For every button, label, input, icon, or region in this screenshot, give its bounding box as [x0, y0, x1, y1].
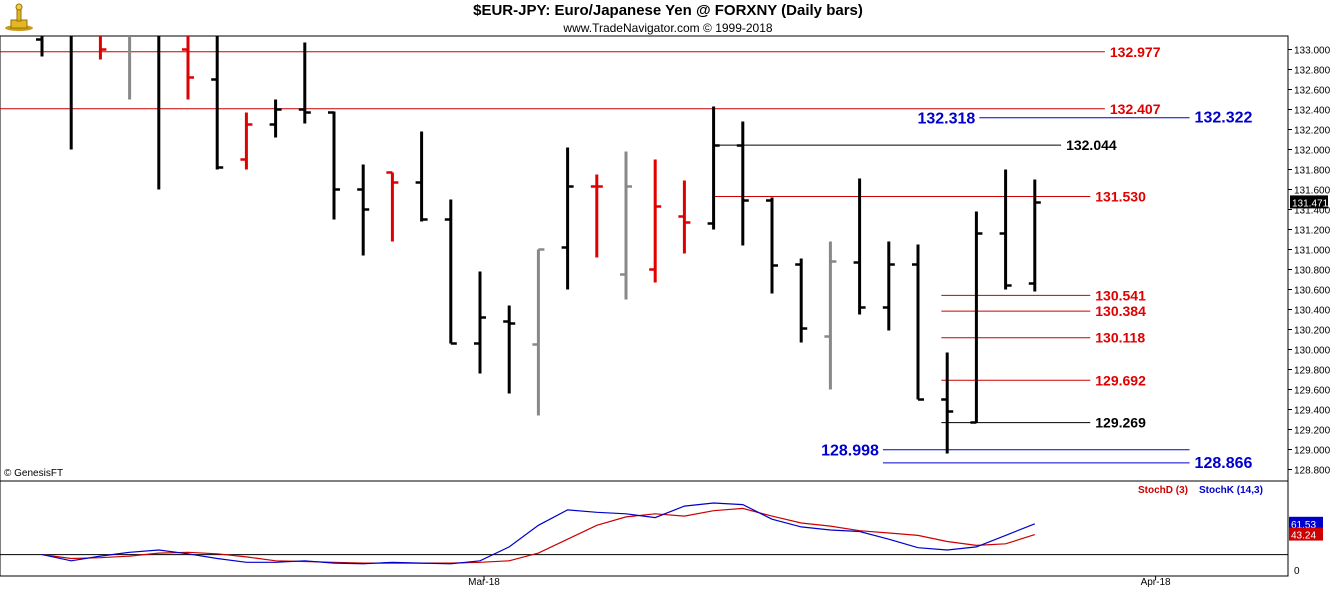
level-label: 132.318	[917, 111, 975, 128]
trade-navigator-logo-icon	[2, 2, 36, 32]
x-tick-label: Apr-18	[1141, 577, 1171, 588]
level-label: 129.269	[1095, 415, 1146, 431]
ohlc-bar	[649, 159, 662, 283]
ohlc-bar	[882, 241, 895, 331]
y-tick-label: 129.400	[1294, 406, 1331, 417]
y-tick-label: 128.800	[1294, 466, 1331, 477]
level-label: 132.044	[1066, 137, 1117, 153]
ohlc-bar	[532, 248, 545, 416]
y-tick-label: 131.000	[1294, 246, 1331, 257]
chart-title: $EUR-JPY: Euro/Japanese Yen @ FORXNY (Da…	[473, 2, 863, 19]
x-tick-label: Mar-18	[468, 577, 500, 588]
y-tick-label: 130.800	[1294, 266, 1331, 277]
last-price-label: 131.471	[1292, 198, 1329, 209]
y-tick-label: 132.400	[1294, 106, 1331, 117]
ohlc-bar	[386, 171, 399, 242]
stochd-value-box	[1289, 527, 1323, 541]
stochk-value-box	[1289, 516, 1323, 530]
legend-stochk: StochK (14,3)	[1199, 485, 1263, 496]
data-credit: © GenesisFT	[4, 468, 64, 479]
ohlc-bar	[561, 147, 574, 290]
ohlc-bar	[98, 36, 107, 60]
ohlc-bar	[941, 352, 954, 454]
y-tick-label: 130.200	[1294, 326, 1331, 337]
stoch-panel-border	[0, 480, 1289, 577]
last-price-box	[1290, 195, 1328, 209]
y-tick-label: 132.000	[1294, 146, 1331, 157]
stoch-tick-label: 0	[1294, 566, 1300, 577]
ohlc-bar	[444, 199, 457, 345]
stochk-value: 61.53	[1291, 520, 1316, 531]
y-tick-label: 129.000	[1294, 446, 1331, 457]
level-label: 128.866	[1195, 455, 1253, 472]
level-label: 132.322	[1195, 110, 1253, 127]
ohlc-bar	[912, 244, 924, 401]
y-tick-label: 132.800	[1294, 66, 1331, 77]
level-label: 130.541	[1095, 287, 1146, 303]
ohlc-bar	[269, 99, 282, 138]
ohlc-bar	[240, 112, 253, 170]
stoch-series-line	[41, 507, 1035, 564]
ohlc-bar	[328, 111, 340, 220]
y-tick-label: 131.400	[1294, 206, 1331, 217]
level-label: 130.384	[1095, 303, 1146, 319]
level-label: 132.407	[1110, 101, 1161, 117]
y-tick-label: 132.200	[1294, 126, 1331, 137]
price-levels: 132.977 132.407 132.044 131.530 130.541130.3…	[0, 44, 1252, 472]
y-tick-label: 129.800	[1294, 366, 1331, 377]
chart-subtitle: www.TradeNavigator.com © 1999-2018	[563, 21, 773, 35]
ohlc-bar	[36, 36, 44, 57]
y-tick-label: 130.000	[1294, 346, 1331, 357]
ohlc-bar	[999, 169, 1012, 290]
y-tick-label: 129.200	[1294, 426, 1331, 437]
y-tick-label: 131.600	[1294, 186, 1331, 197]
ohlc-bar	[182, 36, 194, 100]
ohlc-bar	[590, 174, 603, 258]
y-tick-label: 130.400	[1294, 306, 1331, 317]
ohlc-bar	[1028, 179, 1041, 292]
y-tick-label: 131.800	[1294, 166, 1331, 177]
ohlc-bar	[357, 164, 370, 256]
y-tick-label: 131.200	[1294, 226, 1331, 237]
y-tick-label: 129.600	[1294, 386, 1331, 397]
level-label: 130.118	[1095, 330, 1145, 346]
ohlc-bar	[795, 258, 808, 343]
level-label: 131.530	[1095, 189, 1146, 205]
y-tick-label: 133.000	[1294, 46, 1331, 57]
level-label: 132.977	[1110, 44, 1161, 60]
price-bars	[36, 36, 1041, 454]
stochd-value: 43.24	[1291, 531, 1316, 542]
y-tick-label: 132.600	[1294, 86, 1331, 97]
ohlc-bar	[824, 241, 837, 390]
ohlc-bar	[298, 42, 311, 124]
ohlc-bar	[474, 271, 486, 374]
ohlc-bar	[211, 36, 224, 170]
ohlc-bar	[678, 180, 691, 254]
level-label: 128.998	[821, 443, 879, 460]
ohlc-bar	[853, 178, 866, 315]
chart-frame	[0, 35, 1289, 577]
ohlc-bar	[970, 211, 983, 424]
legend-stochd: StochD (3)	[1138, 485, 1188, 496]
ohlc-bar	[620, 151, 632, 300]
price-axis: 128.800 129.000 129.200 129.400 129.600 129.8…	[1288, 46, 1331, 477]
ohlc-bar	[415, 131, 428, 222]
ohlc-bar	[736, 121, 749, 246]
level-label: 129.692	[1095, 372, 1146, 388]
y-tick-label: 130.600	[1294, 286, 1331, 297]
ohlc-bar	[707, 106, 720, 230]
ohlc-bar	[766, 197, 778, 294]
ohlc-bar	[503, 305, 516, 394]
date-axis: Mar-18 Apr-18	[468, 576, 1171, 588]
stoch-series-line	[41, 502, 1036, 565]
